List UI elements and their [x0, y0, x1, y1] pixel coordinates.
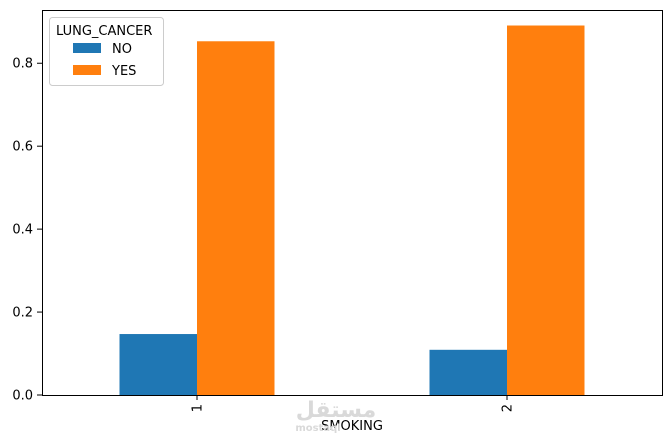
legend-swatch-no: [73, 43, 101, 53]
x-tick-label: 2: [501, 404, 516, 412]
y-tick-label: 0.8: [12, 57, 33, 72]
legend-label-yes: YES: [111, 64, 136, 79]
watermark-sub-text: mostaql: [295, 423, 340, 434]
y-tick-label: 0.6: [12, 140, 33, 155]
y-axis: 0.0 0.2 0.4 0.6 0.8: [12, 57, 42, 404]
watermark: مستقل mostaql: [295, 398, 376, 434]
bar-no-2: [429, 349, 507, 395]
y-tick-label: 0.0: [12, 389, 33, 404]
plot-area: [119, 25, 585, 396]
y-tick-label: 0.2: [12, 306, 33, 321]
bar-no-1: [119, 334, 197, 395]
legend-label-no: NO: [112, 42, 132, 57]
watermark-logo-text: مستقل: [296, 398, 376, 423]
bar-yes-2: [507, 25, 585, 395]
legend-title: LUNG_CANCER: [56, 24, 152, 39]
plot-frame: [42, 10, 663, 396]
legend-swatch-yes: [73, 65, 101, 75]
y-tick-label: 0.4: [12, 223, 33, 238]
legend: LUNG_CANCER NO YES: [49, 17, 164, 86]
x-axis-title: SMOKING: [321, 419, 383, 434]
bar-yes-1: [197, 41, 275, 396]
x-tick-label: 1: [191, 404, 206, 412]
